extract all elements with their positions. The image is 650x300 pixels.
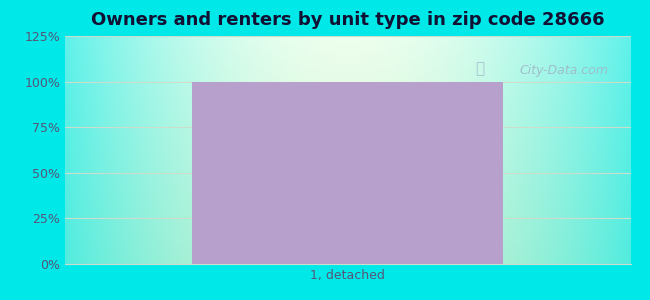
Text: ⓘ: ⓘ: [475, 61, 484, 76]
Bar: [192, 82, 503, 264]
Title: Owners and renters by unit type in zip code 28666: Owners and renters by unit type in zip c…: [91, 11, 604, 29]
Text: City-Data.com: City-Data.com: [519, 64, 608, 77]
